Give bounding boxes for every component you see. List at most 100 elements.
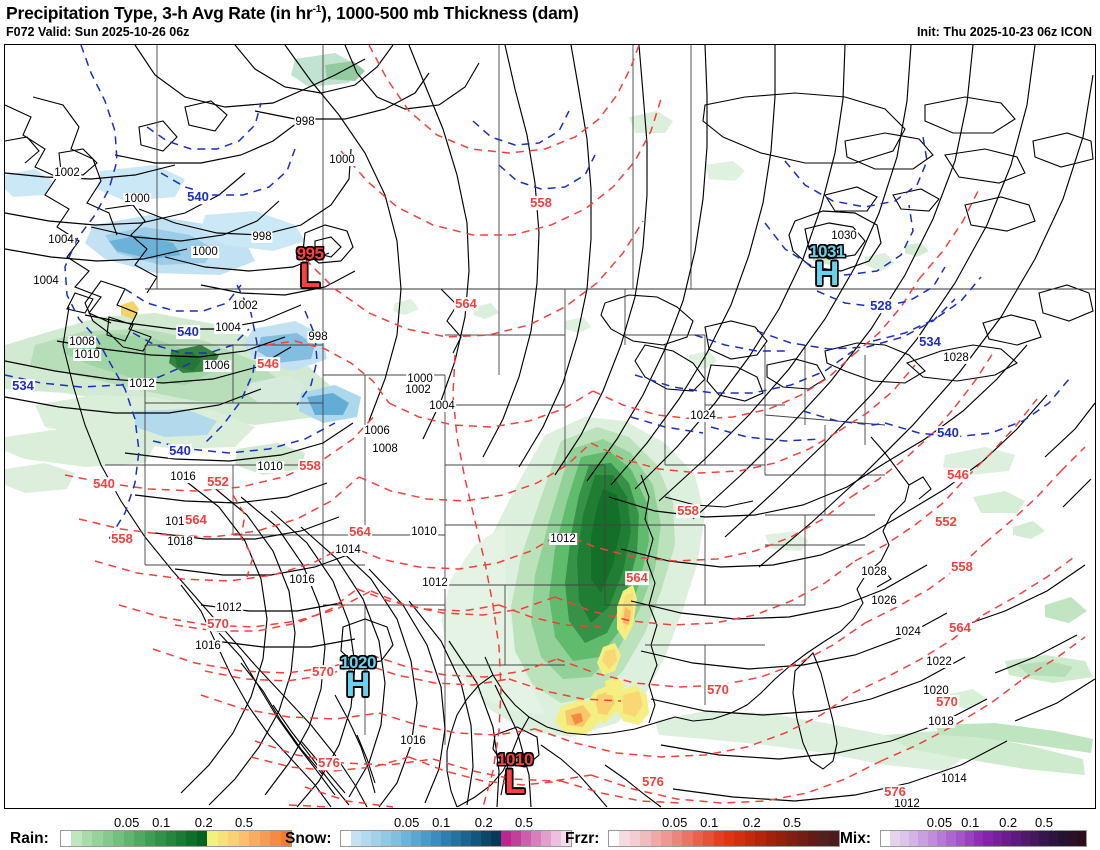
legend-tick-value: 0.5 [782,815,802,830]
legend-swatch [1067,831,1077,846]
legend-swatch [682,831,693,846]
isobar-label: 1008 [371,442,399,456]
isobar-label: 1020 [922,684,950,698]
map-canvas[interactable]: 1002 1000 1004 1004 998 1000 998 1000 1002 1004 99… [4,44,1096,809]
isobar-label: 1028 [942,351,970,365]
legend-swatch [521,831,531,846]
legend-swatch [755,831,766,846]
isobar-label: 1012 [549,532,577,546]
legend-swatch [650,831,662,846]
legend-swatch [341,831,351,846]
legend-swatch [196,831,208,846]
isobar-label: 1016 [288,573,316,587]
legend-tick-value: 0.2 [999,815,1018,830]
legend-tick-value: 0.1 [152,815,171,830]
legend-colorbar-frzr[interactable] [608,830,840,847]
legend-swatch [661,831,672,846]
legend-swatch [992,831,1003,846]
legend-swatch [1030,831,1040,846]
isobar-label: 1002 [404,383,432,397]
legend-colorbar-rain[interactable] [60,830,292,847]
legend-swatch [828,831,839,846]
thickness-cold-label: 540 [186,189,210,205]
legend-tick-value: 0.1 [432,815,451,830]
legend-swatch [431,831,441,846]
thickness-warm-label: 546 [256,356,280,372]
legend-label-snow: Snow: [285,830,332,847]
legend-swatch [786,831,798,846]
isobar-label: 1016 [169,470,197,484]
legend-swatch [92,831,103,846]
thickness-warm-label: 558 [676,503,700,519]
thickness-warm-label: 558 [298,458,322,474]
legend-swatch [703,831,714,846]
legend-swatch [744,831,756,846]
legend-colorbar-mix[interactable] [880,830,1087,847]
legend-swatch [983,831,993,846]
legend-swatch [974,831,984,846]
isobar-label: 1006 [363,424,391,438]
legend-tick-value: 0.1 [961,815,980,830]
isobar-label: 1010 [410,525,438,539]
legend-label-mix: Mix: [840,830,871,847]
legend-swatch [640,831,651,846]
legend-colorbar-snow[interactable] [340,830,572,847]
thickness-cold-label: 540 [168,443,192,459]
thickness-contours-cold [5,45,1070,540]
thickness-warm-label: 570 [311,664,335,680]
isobar-label: 1014 [334,543,362,557]
isobar-label: 1004 [32,274,60,288]
legend-swatch [165,831,176,846]
legend-swatch [249,831,260,846]
legend-tick-value: 0.2 [194,815,213,830]
legend-swatch [881,831,891,846]
legend-swatch [531,831,541,846]
page-title: Precipitation Type, 3-h Avg Rate (in hr-… [6,3,579,24]
legend-swatch [511,831,521,846]
thickness-warm-label: 564 [625,570,649,586]
thickness-cold-label: 534 [11,378,35,394]
thickness-warm-label: 552 [934,514,958,530]
isobar-label: 1018 [927,715,955,729]
legend-swatch [927,831,937,846]
legend-swatch [441,831,451,846]
legend-swatch [351,831,361,846]
thickness-warm-label: 558 [950,559,974,575]
legend-label-rain: Rain: [10,830,49,847]
thickness-warm-label: 564 [948,620,972,636]
legend-swatch [207,831,218,846]
legend-swatch [936,831,947,846]
isobar-label: 1004 [47,233,75,247]
thickness-warm-label: 564 [454,296,478,312]
isobar-label: 1000 [123,192,151,206]
thickness-warm-label: 570 [206,616,230,632]
header: Precipitation Type, 3-h Avg Rate (in hr-… [0,0,1100,44]
legend-swatch [964,831,975,846]
valid-time-label: F072 Valid: Sun 2025-10-26 06z [6,25,190,39]
legend-ticks-snow: 0.05 0.1 0.2 0.5 [340,815,570,831]
thickness-warm-label: 564 [184,512,208,528]
legend-ticks-mix: 0.05 0.1 0.2 0.5 [880,815,1085,831]
legend-tick-value: 0.05 [114,815,140,830]
legend-label-frzr: Frzr: [565,830,600,847]
isobar-label: 1004 [428,399,456,413]
precip-shading-pacific-northwest [5,53,365,493]
thickness-cold-label: 528 [869,298,893,314]
isobar-label: 1006 [203,359,231,373]
legend-swatch [723,831,735,846]
legend-swatch [144,831,156,846]
legend-swatch [401,831,411,846]
legend-tick-value: 0.05 [662,815,688,830]
legend-tick-value: 0.2 [474,815,493,830]
thickness-warm-label: 558 [529,195,553,211]
legend-swatch [818,831,829,846]
thickness-warm-label: 570 [935,694,959,710]
legend-swatch [123,831,135,846]
map-svg [5,45,1095,808]
thickness-warm-label: 570 [706,682,730,698]
legend-swatch [381,831,391,846]
legend-swatch [280,831,291,846]
legend-swatch [619,831,630,846]
legend-swatch [734,831,745,846]
